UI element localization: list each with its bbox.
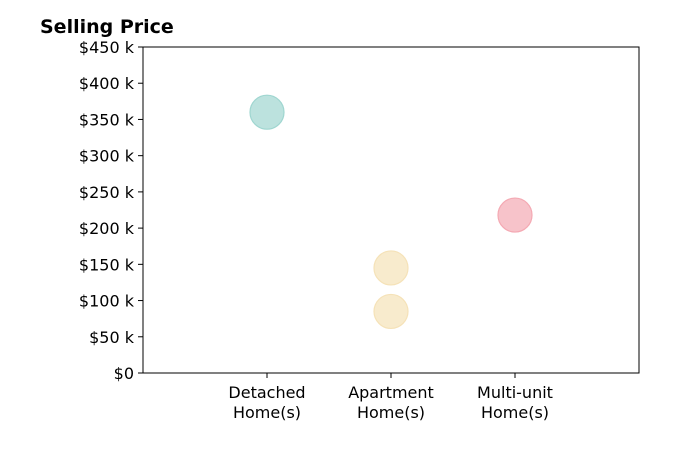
y-tick-label: $100 k: [79, 292, 135, 311]
y-tick-label: $250 k: [79, 183, 135, 202]
y-tick-label: $200 k: [79, 219, 135, 238]
y-tick-label: $350 k: [79, 110, 135, 129]
y-tick-label: $150 k: [79, 255, 135, 274]
data-point: [373, 250, 409, 286]
data-point: [497, 197, 533, 233]
x-tick-label: Detached Home(s): [228, 383, 305, 422]
y-tick-label: $0: [114, 364, 134, 383]
chart-title: Selling Price: [40, 16, 174, 38]
y-tick-label: $50 k: [89, 328, 135, 347]
y-tick-label: $450 k: [79, 38, 135, 57]
y-tick-label: $400 k: [79, 74, 135, 93]
x-axis: Detached Home(s) Apartment Home(s) Multi-uni…: [228, 373, 553, 422]
y-tick-label: $300 k: [79, 147, 135, 166]
y-axis: $0 $50 k $100 k $150 k $200 k $250 k $300 k $35…: [79, 38, 143, 383]
x-tick-label: Apartment Home(s): [348, 383, 434, 422]
data-points: [249, 94, 533, 330]
data-point: [373, 293, 409, 330]
x-tick-label: Multi-unit Home(s): [477, 383, 553, 422]
data-point: [249, 94, 285, 130]
